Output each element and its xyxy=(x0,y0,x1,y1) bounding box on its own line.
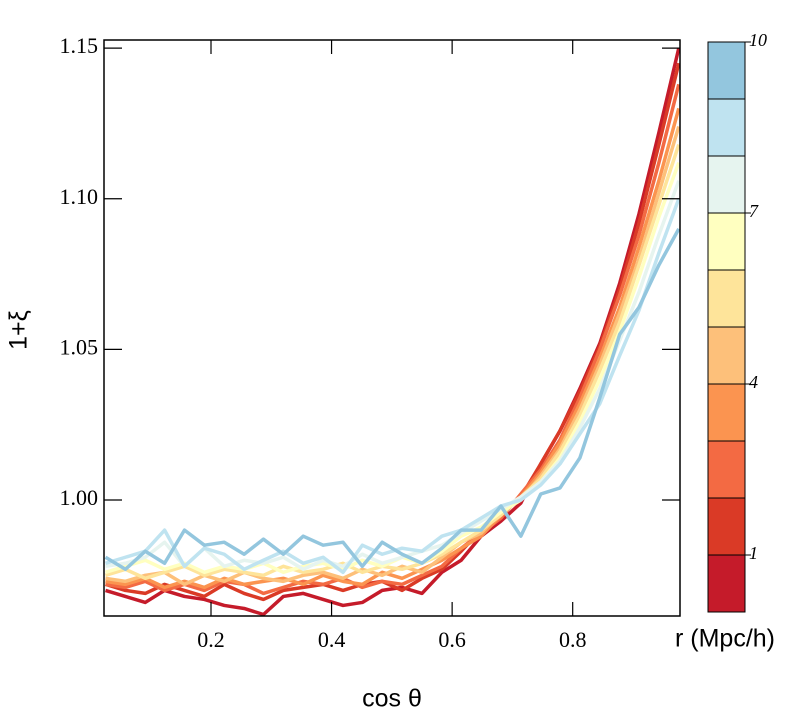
colorbar-segment xyxy=(707,155,746,214)
x-tick-label: 0.6 xyxy=(438,627,466,652)
y-tick-label: 1.15 xyxy=(60,33,99,58)
colorbar-segment xyxy=(707,41,746,100)
colorbar-segment xyxy=(707,98,746,157)
x-tick-label: 0.2 xyxy=(197,627,225,652)
data-line xyxy=(104,62,681,602)
x-tick-label: 0.8 xyxy=(559,627,587,652)
colorbar-tick-label: 4 xyxy=(749,372,758,392)
colorbar-segment xyxy=(707,326,746,385)
colorbar-segment xyxy=(707,383,746,442)
colorbar-segment xyxy=(707,554,746,613)
colorbar-label: r (Mpc/h) xyxy=(675,625,775,653)
colorbar-segment xyxy=(707,440,746,499)
data-line xyxy=(105,125,681,587)
colorbar-segment xyxy=(707,497,746,556)
plot-frame xyxy=(103,39,681,617)
y-tick-label: 1.10 xyxy=(60,184,99,209)
colorbar-segment xyxy=(707,212,746,271)
colorbar-tick-label: 10 xyxy=(749,30,767,50)
y-tick-label: 1.05 xyxy=(60,334,99,359)
y-tick-label: 1.00 xyxy=(60,485,99,510)
y-axis-label: 1+ξ xyxy=(5,310,33,350)
data-line xyxy=(104,228,681,572)
colorbar-segment xyxy=(707,269,746,328)
data-line xyxy=(105,107,681,590)
colorbar-tick-label: 1 xyxy=(749,543,758,563)
data-line xyxy=(104,143,681,581)
data-line xyxy=(104,198,681,575)
x-tick-label: 0.4 xyxy=(318,627,346,652)
colorbar-tick-label: 7 xyxy=(749,201,759,221)
data-line xyxy=(105,83,681,596)
x-axis-label: cos θ xyxy=(362,685,422,713)
